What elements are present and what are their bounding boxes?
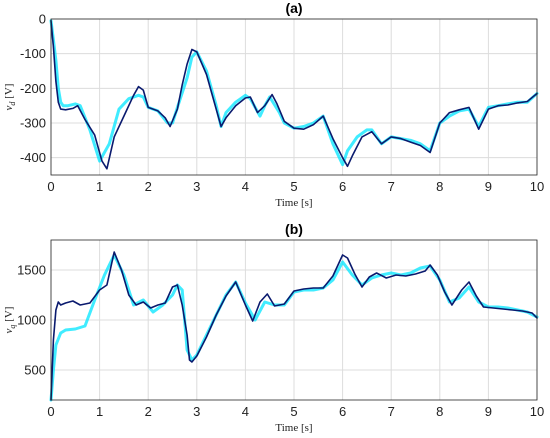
x-tick-label: 8: [436, 404, 443, 419]
series-group-b: [49, 251, 539, 402]
x-tick-label: 5: [290, 404, 297, 419]
panel-title-b: (b): [285, 221, 303, 237]
x-tick-label: 9: [485, 404, 492, 419]
y-tick-label: -100: [20, 46, 46, 61]
xlabel-b: Time [s]: [275, 422, 312, 434]
x-tick-label: 4: [242, 404, 249, 419]
ylabel-b-unit: [V]: [3, 307, 15, 325]
plot-frame-a: [50, 18, 538, 176]
x-tick-label: 3: [193, 404, 200, 419]
y-tick-label: 1000: [17, 313, 46, 328]
x-tick-label: 5: [290, 179, 297, 194]
ylabel-a-unit: [V]: [3, 84, 15, 102]
plot-frame-b: [50, 239, 538, 401]
tick-labels-b: 0 1 2 3 4 5 6 7 8 9 10 500 1000 1500: [17, 263, 544, 420]
x-tick-label: 3: [193, 179, 200, 194]
x-tick-label: 6: [339, 404, 346, 419]
y-tick-label: 500: [24, 363, 46, 378]
x-tick-label: 9: [485, 179, 492, 194]
chart-panel-b: 0 1 2 3 4 5 6 7 8 9 10 500 1000 1500 (b) Time [s] vq …: [3, 221, 544, 434]
x-tick-label: 7: [388, 404, 395, 419]
ylabel-a: vd [V]: [3, 84, 17, 111]
grid-a: [50, 18, 538, 175]
x-tick-label: 6: [339, 179, 346, 194]
y-tick-label: -300: [20, 116, 46, 131]
ylabel-b-main: v: [3, 328, 15, 333]
x-tick-label: 2: [145, 179, 152, 194]
y-tick-label: 1500: [17, 263, 46, 278]
x-tick-label: 0: [47, 179, 54, 194]
y-tick-label: 0: [39, 12, 46, 27]
ylabel-b-sub: q: [8, 325, 17, 329]
x-tick-label: 10: [530, 404, 544, 419]
series-group-a: [49, 19, 539, 170]
x-tick-label: 7: [388, 179, 395, 194]
x-tick-label: 2: [145, 404, 152, 419]
x-tick-label: 1: [96, 179, 103, 194]
x-tick-label: 8: [436, 179, 443, 194]
x-tick-label: 1: [96, 404, 103, 419]
xlabel-a: Time [s]: [275, 197, 312, 209]
x-tick-label: 10: [530, 179, 544, 194]
panel-title-a: (a): [285, 0, 302, 16]
grid-b: [50, 240, 538, 400]
chart-panel-a: 0 1 2 3 4 5 6 7 8 9 10 0 -100 -200 -300 -400 (a) Time […: [3, 0, 544, 209]
y-tick-label: -200: [20, 81, 46, 96]
x-tick-label: 4: [242, 179, 249, 194]
x-tick-label: 0: [47, 404, 54, 419]
ylabel-b: vq [V]: [3, 307, 17, 334]
tick-labels-a: 0 1 2 3 4 5 6 7 8 9 10 0 -100 -200 -300 -400: [20, 12, 544, 195]
series-line-2: [50, 19, 538, 170]
ylabel-a-main: v: [3, 105, 15, 110]
y-tick-label: -400: [20, 150, 46, 165]
series-line-2: [50, 251, 538, 401]
ylabel-a-sub: d: [8, 101, 17, 106]
